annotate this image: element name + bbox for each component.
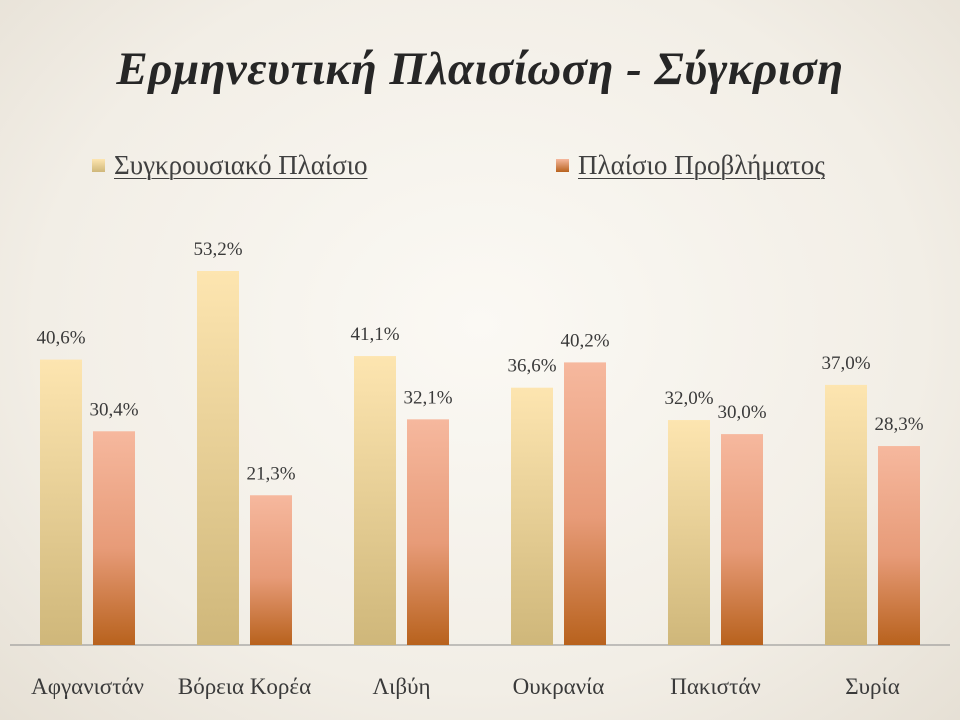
bar-series1-cat4 xyxy=(721,434,763,645)
legend-item-problem-frame: Πλαίσιο Προβλήματος xyxy=(556,150,825,181)
category-label-4: Πακιστάν xyxy=(670,674,761,699)
bar-series0-cat2 xyxy=(354,356,396,645)
legend-label-conflict-frame: Συγκρουσιακό Πλαίσιο xyxy=(114,150,368,180)
bar-series0-cat1 xyxy=(197,271,239,645)
bar-series0-cat5 xyxy=(825,384,867,645)
value-label-series0-cat5: 37,0% xyxy=(821,353,870,374)
category-label-2: Λιβύη xyxy=(373,674,431,699)
bar-series1-cat1 xyxy=(250,495,292,645)
value-label-series1-cat1: 21,3% xyxy=(246,463,295,484)
bar-series1-cat2 xyxy=(407,419,449,645)
category-label-3: Ουκρανία xyxy=(513,674,605,699)
value-label-series1-cat3: 40,2% xyxy=(560,330,609,351)
value-label-series1-cat0: 30,4% xyxy=(89,399,138,420)
value-label-series0-cat1: 53,2% xyxy=(193,239,242,260)
category-label-group: Αφγανιστάν Βόρεια Κορέα Λιβύη Ουκρανία Πακισ… xyxy=(31,674,900,699)
value-label-series1-cat5: 28,3% xyxy=(874,414,923,435)
legend-label-problem-frame: Πλαίσιο Προβλήματος xyxy=(578,150,825,180)
legend-item-conflict-frame: Συγκρουσιακό Πλαίσιο xyxy=(92,150,368,181)
category-label-1: Βόρεια Κορέα xyxy=(178,674,311,699)
value-label-series1-cat2: 32,1% xyxy=(403,387,452,408)
category-label-0: Αφγανιστάν xyxy=(31,674,144,699)
bar-series1-cat5 xyxy=(878,446,920,645)
chart-legend: Συγκρουσιακό Πλαίσιο Πλαίσιο Προβλήματος xyxy=(0,150,960,190)
bar-series0-cat3 xyxy=(511,387,553,645)
bar-series1-cat3 xyxy=(564,362,606,645)
value-label-series0-cat4: 32,0% xyxy=(664,388,713,409)
category-label-5: Συρία xyxy=(845,674,900,699)
bar-group xyxy=(40,271,920,645)
value-label-group: 40,6% 30,4% 53,2% 21,3% 41,1% 32,1% 36,6%40,2%… xyxy=(36,239,923,484)
value-label-series1-cat4: 30,0% xyxy=(717,402,766,423)
value-label-series0-cat0: 40,6% xyxy=(36,328,85,349)
bar-series0-cat4 xyxy=(668,420,710,645)
legend-swatch-problem-frame xyxy=(556,159,569,172)
legend-swatch-conflict-frame xyxy=(92,159,105,172)
value-label-series0-cat3: 36,6% xyxy=(507,356,556,377)
page-title: Ερμηνευτική Πλαισίωση - Σύγκριση xyxy=(116,43,844,95)
bar-series0-cat0 xyxy=(40,359,82,645)
value-label-series0-cat2: 41,1% xyxy=(350,324,399,345)
bar-series1-cat0 xyxy=(93,431,135,645)
